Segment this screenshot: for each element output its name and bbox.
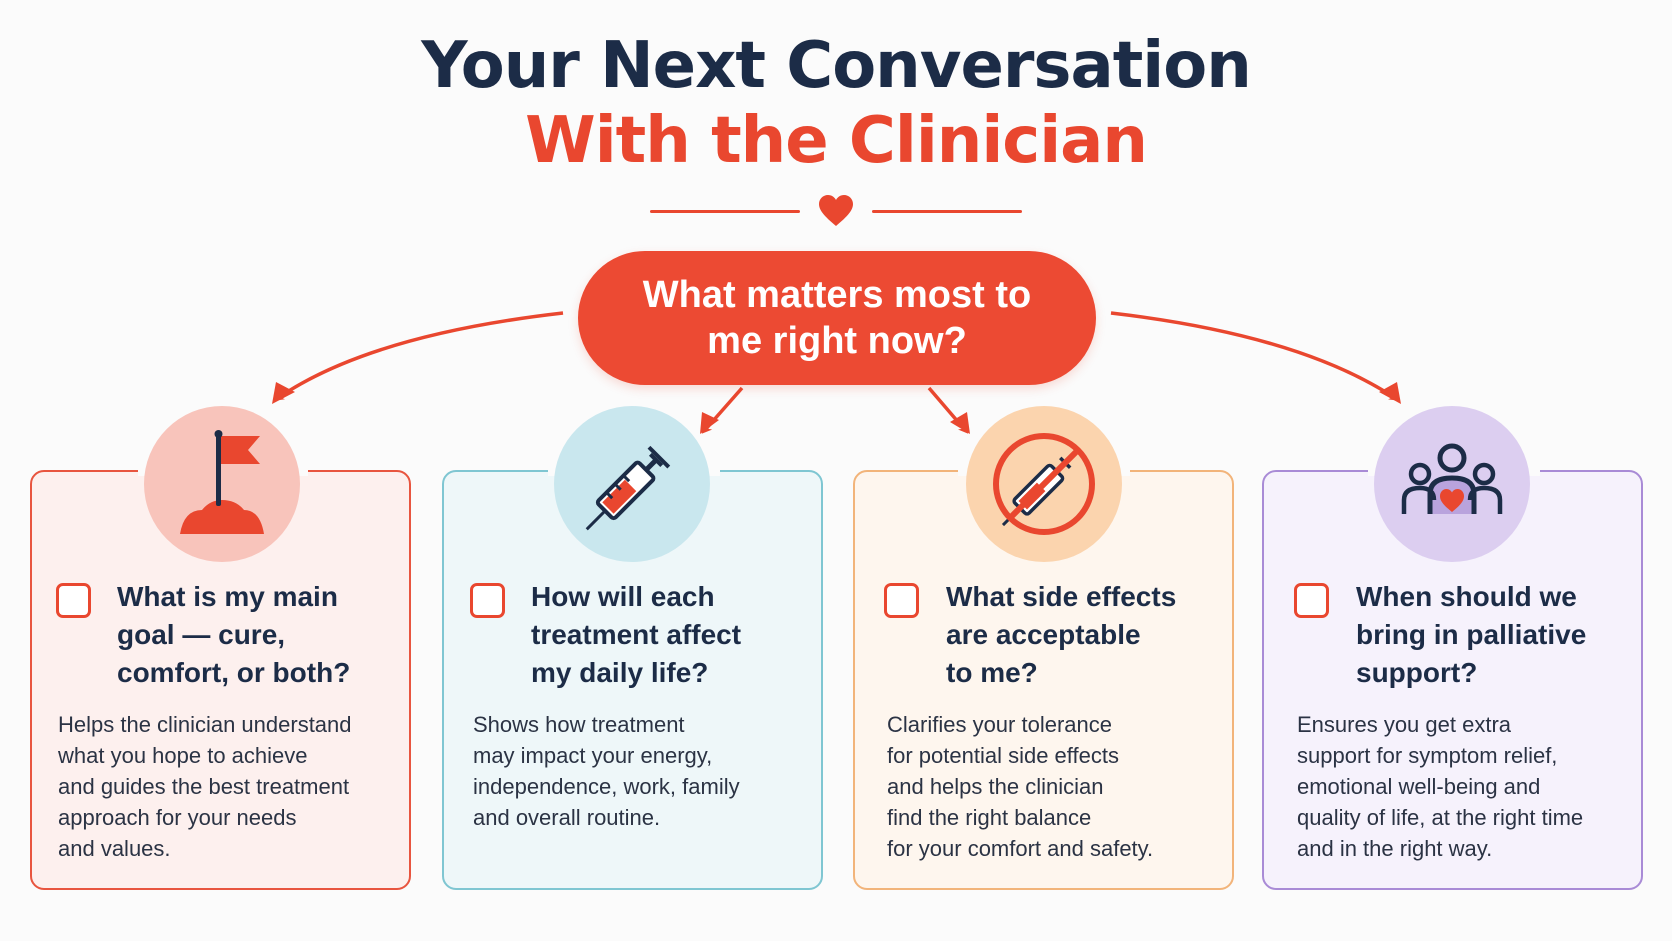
description-daily-life: Shows how treatment may impact your ener… bbox=[473, 712, 740, 830]
description-goal: Helps the clinician understand what you … bbox=[58, 712, 352, 861]
page-title-line-1: Your Next Conversation bbox=[421, 29, 1252, 103]
central-question-pill: What matters most to me right now? bbox=[578, 251, 1096, 385]
no-syringe-icon bbox=[993, 433, 1095, 535]
divider-right bbox=[872, 210, 1022, 213]
question-card-daily-life bbox=[442, 466, 823, 890]
question-side-effects: What side effects are acceptable to me? bbox=[946, 581, 1177, 688]
syringe-icon bbox=[585, 445, 671, 531]
arrowhead-1 bbox=[272, 382, 295, 404]
checkbox-daily-life[interactable] bbox=[470, 583, 505, 618]
family-support-icon bbox=[1401, 443, 1503, 514]
checkbox-palliative[interactable] bbox=[1294, 583, 1329, 618]
icon-circle-3 bbox=[966, 406, 1122, 562]
checkbox-side-effects[interactable] bbox=[884, 583, 919, 618]
central-question-text: What matters most to me right now? bbox=[642, 274, 1032, 362]
checkbox-goal[interactable] bbox=[56, 583, 91, 618]
arrowhead-2 bbox=[700, 412, 719, 434]
icon-circle-2 bbox=[554, 406, 710, 562]
description-palliative: Ensures you get extra support for sympto… bbox=[1297, 712, 1584, 861]
icon-circle-4 bbox=[1374, 406, 1530, 562]
question-goal: What is my main goal — cure, comfort, or… bbox=[117, 581, 351, 688]
divider-left bbox=[650, 210, 800, 213]
arrow-to-card-1 bbox=[273, 311, 564, 401]
flag-icon bbox=[180, 430, 264, 534]
arrow-to-card-4 bbox=[1110, 311, 1400, 401]
page-title-line-2: With the Clinician bbox=[525, 104, 1148, 178]
heart-icon bbox=[819, 195, 853, 226]
description-side-effects: Clarifies your tolerance for potential s… bbox=[887, 712, 1154, 861]
arrowhead-4 bbox=[1379, 382, 1401, 404]
question-daily-life: How will each treatment affect my daily … bbox=[531, 581, 742, 688]
icon-circle-1 bbox=[144, 406, 300, 562]
arrowhead-3 bbox=[950, 412, 970, 434]
question-palliative: When should we bring in palliative suppo… bbox=[1356, 581, 1587, 688]
